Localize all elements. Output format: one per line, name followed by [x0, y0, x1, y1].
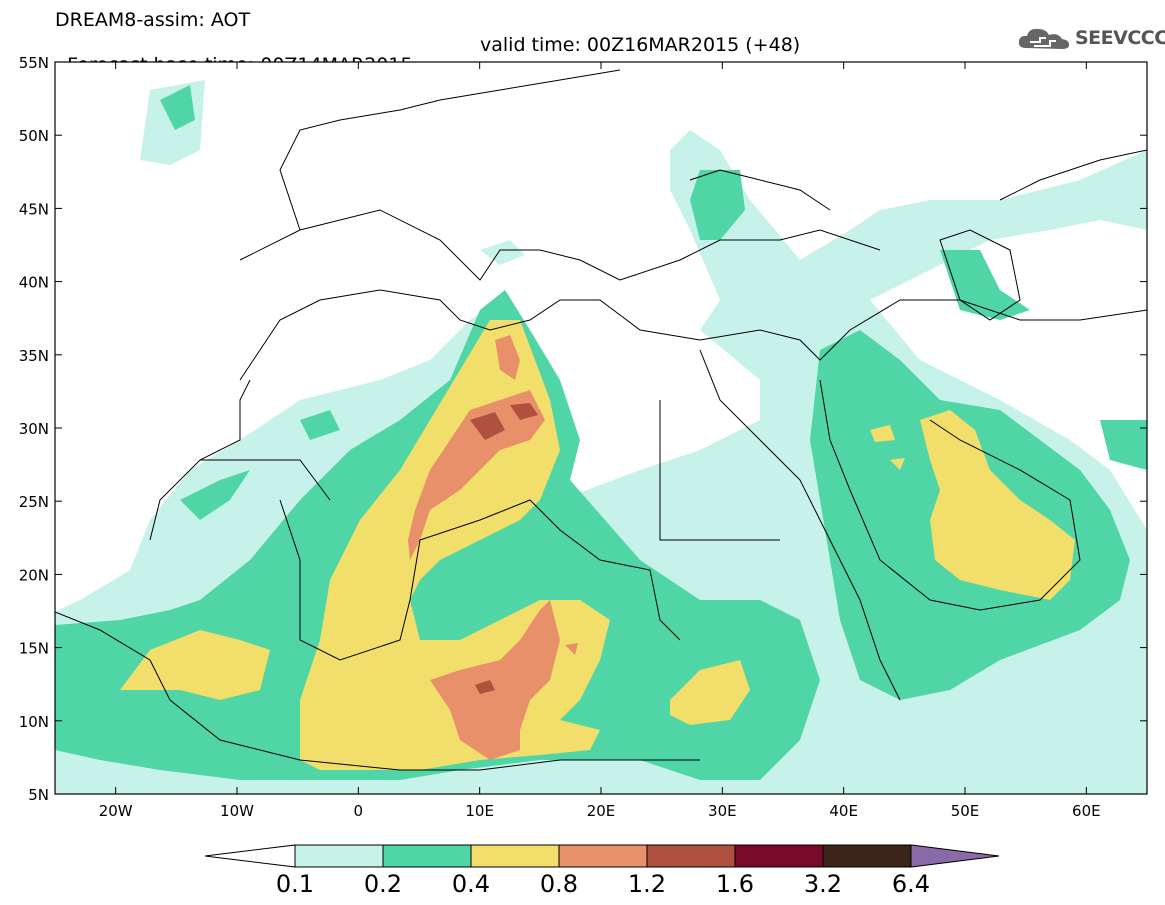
colorbar-label: 0.4	[451, 870, 491, 898]
lon-label: 50E	[951, 802, 980, 820]
colorbar-label: 0.2	[363, 870, 403, 898]
colorbar-cell	[470, 844, 560, 868]
lat-label: 40N	[19, 274, 49, 292]
lon-label: 20E	[587, 802, 616, 820]
lon-label: 10E	[465, 802, 494, 820]
colorbar-under-triangle	[204, 844, 296, 868]
colorbar-cell	[822, 844, 912, 868]
lat-label: 15N	[19, 640, 49, 658]
colorbar-label: 0.1	[275, 870, 315, 898]
lat-label: 5N	[28, 786, 49, 804]
chart-title: DREAM8-assim: AOT	[55, 9, 251, 31]
colorbar-over-triangle	[910, 844, 1000, 868]
lat-label: 35N	[19, 347, 49, 365]
colorbar-cell	[294, 844, 384, 868]
valid-time: valid time: 00Z16MAR2015 (+48)	[480, 34, 801, 56]
lon-label: 40E	[829, 802, 858, 820]
lat-label: 55N	[19, 54, 49, 72]
colorbar-label: 0.8	[539, 870, 579, 898]
colorbar-label: 3.2	[803, 870, 843, 898]
colorbar-cell	[382, 844, 472, 868]
colorbar-label: 1.2	[627, 870, 667, 898]
colorbar-cell	[558, 844, 648, 868]
colorbar-label: 6.4	[891, 870, 931, 898]
colorbar-cell	[646, 844, 736, 868]
colorbar-cell	[734, 844, 824, 868]
aot-field	[55, 62, 1147, 794]
coastlines	[55, 69, 1147, 771]
aot-band-0.8	[408, 335, 578, 760]
cloud-icon	[1018, 28, 1070, 49]
lon-label: 10W	[220, 802, 254, 820]
lon-label: 20W	[99, 802, 133, 820]
map-axes: 55N 50N 45N 40N 35N 30N 25N 20N 15N 10N 5N 20W 10W 0 1…	[19, 54, 1147, 820]
lat-label: 20N	[19, 566, 49, 584]
lon-label: 60E	[1072, 802, 1101, 820]
lat-label: 25N	[19, 493, 49, 511]
lat-label: 50N	[19, 127, 49, 145]
lat-label: 45N	[19, 200, 49, 218]
lon-label: 0	[354, 802, 364, 820]
aot-band-1.2	[470, 403, 538, 694]
colorbar-label: 1.6	[715, 870, 755, 898]
seevccc-logo: SEEVCCC	[1016, 24, 1165, 52]
lat-label: 10N	[19, 713, 49, 731]
lat-label: 30N	[19, 420, 49, 438]
lon-label: 30E	[708, 802, 737, 820]
logo-text: SEEVCCC	[1075, 27, 1165, 49]
